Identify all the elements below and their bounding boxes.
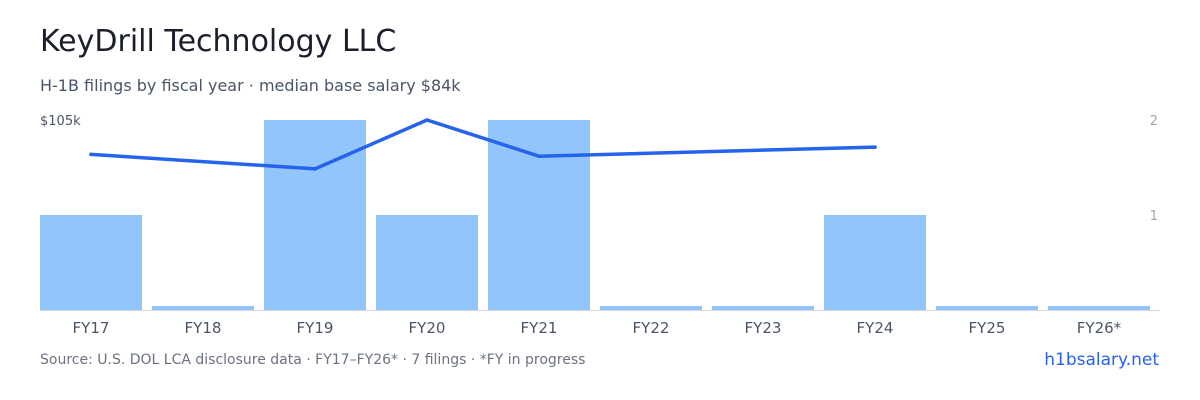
bar-fy24 — [824, 215, 926, 310]
bar-fy21 — [488, 120, 590, 310]
x-tick-label: FY21 — [521, 319, 558, 337]
axis-layer: FY17 FY18 FY19 FY20 FY21 FY22 FY23 FY24 FY25 FY26… — [40, 114, 1160, 337]
x-tick-label: FY24 — [857, 319, 894, 337]
left-axis-max-label: $105k — [40, 114, 81, 129]
x-tick-label: FY26* — [1077, 319, 1122, 337]
salary-point — [425, 118, 429, 122]
bar-fy26 — [1048, 306, 1150, 310]
bar-fy19 — [264, 120, 366, 310]
bar-fy25 — [936, 306, 1038, 310]
bar-fy18 — [152, 306, 254, 310]
right-axis-tick-label: 1 — [1150, 209, 1158, 224]
source-footnote: Source: U.S. DOL LCA disclosure data · F… — [40, 352, 586, 368]
salary-point — [873, 145, 877, 149]
line-layer — [89, 118, 877, 171]
salary-point — [89, 152, 93, 157]
salary-point — [313, 167, 317, 171]
chart-title: KeyDrill Technology LLC — [40, 24, 397, 59]
bar-fy20 — [376, 215, 478, 310]
site-link[interactable]: h1bsalary.net — [1044, 350, 1159, 370]
bars-layer — [40, 120, 1150, 310]
bar-fy22 — [600, 306, 702, 310]
bar-fy17 — [40, 215, 142, 310]
x-tick-label: FY18 — [185, 319, 222, 337]
x-tick-label: FY17 — [73, 319, 110, 337]
chart: FY17 FY18 FY19 FY20 FY21 FY22 FY23 FY24 FY25 FY26… — [40, 114, 1160, 337]
x-tick-label: FY25 — [969, 319, 1006, 337]
salary-point — [537, 154, 541, 158]
x-tick-label: FY22 — [633, 319, 670, 337]
bar-fy23 — [712, 306, 814, 310]
median-salary-line — [89, 118, 877, 171]
x-tick-label: FY19 — [297, 319, 334, 337]
x-tick-label: FY20 — [409, 319, 446, 337]
right-axis-tick-label: 2 — [1150, 114, 1158, 129]
x-tick-label: FY23 — [745, 319, 782, 337]
chart-subtitle: H-1B filings by fiscal year · median bas… — [40, 76, 461, 95]
